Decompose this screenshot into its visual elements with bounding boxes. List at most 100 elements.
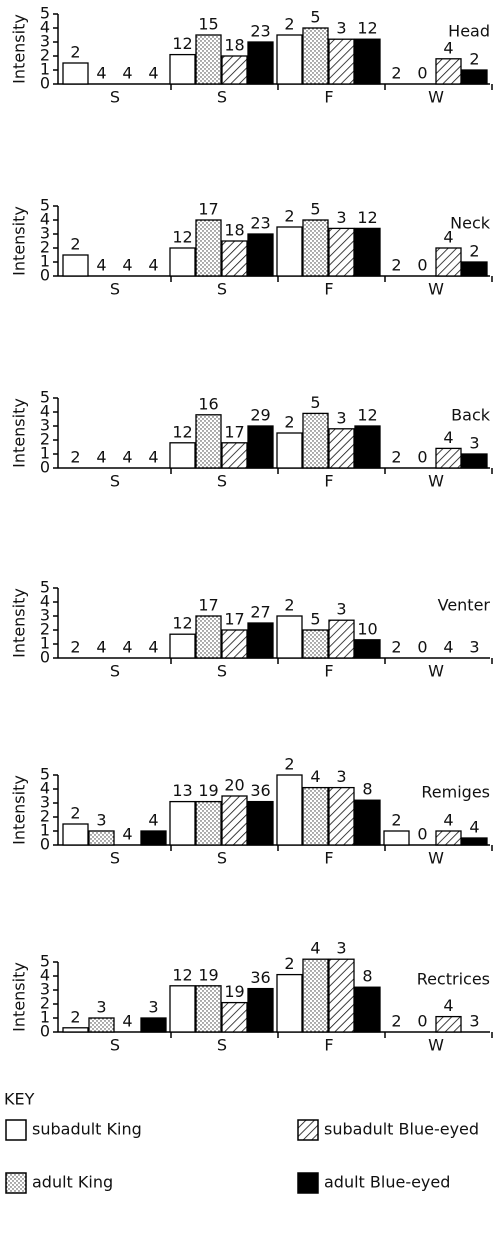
sample-size: 5 [310, 393, 320, 412]
y-tick-label: 2 [40, 430, 50, 449]
sample-size: 4 [122, 825, 132, 844]
sample-size: 4 [443, 996, 453, 1015]
bar [221, 55, 248, 85]
bar [140, 1017, 167, 1033]
sample-size: 16 [198, 394, 218, 413]
y-axis-label: Intensity [10, 14, 29, 84]
panel-title: Rectrices [417, 970, 490, 989]
sample-size: 8 [362, 967, 372, 986]
y-tick-label: 5 [40, 196, 50, 215]
sample-size: 15 [198, 15, 218, 34]
bar [221, 629, 248, 659]
y-tick-label: 4 [40, 966, 50, 985]
panel-title: Remiges [421, 783, 490, 802]
bar [435, 1015, 462, 1033]
sample-size: 4 [443, 428, 453, 447]
bar [302, 958, 329, 1033]
sample-size: 4 [96, 256, 106, 275]
bar [247, 987, 274, 1033]
sample-size: 12 [357, 406, 377, 425]
bar [461, 261, 488, 277]
y-tick-label: 2 [40, 238, 50, 257]
y-tick-label: 1 [40, 634, 50, 653]
sample-size: 0 [417, 64, 427, 83]
bar [302, 629, 329, 659]
bar [276, 615, 303, 659]
bar [328, 428, 355, 469]
x-tick-label: S [217, 280, 227, 299]
sample-size: 36 [250, 968, 270, 987]
panel-title: Neck [450, 214, 491, 233]
sample-size: 2 [391, 64, 401, 83]
sample-size: 12 [357, 208, 377, 227]
sample-size: 4 [122, 1012, 132, 1031]
sample-size: 5 [310, 610, 320, 629]
bar [247, 233, 274, 277]
bar [302, 219, 329, 277]
legend-swatch [297, 1172, 319, 1194]
bar [383, 830, 410, 846]
sample-size: 2 [391, 638, 401, 657]
y-tick-label: 4 [40, 18, 50, 37]
sample-size: 3 [469, 638, 479, 657]
y-tick-label: 5 [40, 4, 50, 23]
bar [169, 247, 196, 277]
bar [195, 414, 222, 469]
x-tick-label: F [324, 662, 333, 681]
sample-size: 36 [250, 781, 270, 800]
sample-size: 4 [122, 256, 132, 275]
bar [221, 795, 248, 846]
bar [328, 38, 355, 85]
y-axis-label: Intensity [10, 588, 29, 658]
sample-size: 2 [284, 755, 294, 774]
sample-size: 4 [148, 64, 158, 83]
y-axis-label: Intensity [10, 398, 29, 468]
sample-size: 3 [336, 600, 346, 619]
bar [302, 412, 329, 469]
y-tick-label: 3 [40, 980, 50, 999]
sample-size: 2 [70, 448, 80, 467]
sample-size: 2 [70, 1007, 80, 1026]
sample-size: 3 [336, 19, 346, 38]
sample-size: 27 [250, 603, 270, 622]
bar [247, 41, 274, 85]
bar [195, 34, 222, 85]
sample-size: 2 [70, 43, 80, 62]
bar [354, 639, 381, 659]
x-tick-label: S [217, 849, 227, 868]
panel-title: Back [451, 406, 491, 425]
y-tick-label: 5 [40, 578, 50, 597]
x-tick-label: S [110, 88, 120, 107]
sample-size: 20 [224, 776, 244, 795]
sample-size: 19 [198, 781, 218, 800]
sample-size: 19 [198, 965, 218, 984]
sample-size: 4 [443, 638, 453, 657]
sample-size: 4 [148, 448, 158, 467]
bar [195, 219, 222, 277]
sample-size: 0 [417, 256, 427, 275]
sample-size: 12 [172, 34, 192, 53]
bar [276, 34, 303, 85]
legend-swatch [5, 1119, 27, 1141]
sample-size: 18 [224, 36, 244, 55]
legend-swatch [5, 1172, 27, 1194]
bar [435, 830, 462, 846]
bar [221, 442, 248, 469]
sample-size: 2 [469, 50, 479, 69]
sample-size: 4 [469, 818, 479, 837]
y-tick-label: 1 [40, 821, 50, 840]
sample-size: 17 [224, 422, 244, 441]
x-tick-label: W [428, 472, 444, 491]
bar [221, 1001, 248, 1033]
y-tick-label: 0 [40, 1022, 50, 1041]
x-tick-label: W [428, 1036, 444, 1055]
sample-size: 3 [336, 408, 346, 427]
sample-size: 2 [70, 235, 80, 254]
y-tick-label: 3 [40, 793, 50, 812]
bar [88, 1017, 115, 1033]
y-tick-label: 3 [40, 416, 50, 435]
x-tick-label: F [324, 849, 333, 868]
sample-size: 12 [172, 614, 192, 633]
sample-size: 3 [148, 998, 158, 1017]
